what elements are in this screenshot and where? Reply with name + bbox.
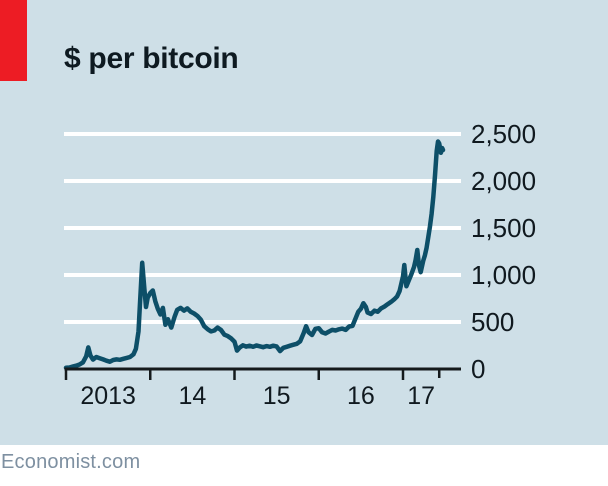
chart-panel: $ per bitcoin 0 500 1,000 1,500 2,000 2,500 20… (0, 0, 608, 445)
y-axis-label-0: 0 (471, 354, 485, 384)
y-axis-label-1500: 1,500 (471, 213, 536, 243)
bitcoin-price-line-chart: 0 500 1,000 1,500 2,000 2,500 2013 14 15 16 17 (63, 119, 536, 410)
y-axis-label-2500: 2,500 (471, 119, 536, 149)
chart-title: $ per bitcoin (64, 42, 239, 75)
source-attribution: Economist.com (1, 451, 141, 473)
x-axis-label-15: 15 (263, 382, 291, 410)
price-line (63, 139, 446, 370)
economist-red-tab (0, 0, 27, 81)
x-axis-label-17: 17 (407, 382, 435, 410)
y-axis-label-2000: 2,000 (471, 166, 536, 196)
x-axis-label-16: 16 (347, 382, 375, 410)
y-axis-label-1000: 1,000 (471, 260, 536, 290)
y-axis-label-500: 500 (471, 307, 514, 337)
x-axis-label-14: 14 (178, 382, 206, 410)
x-axis-label-2013: 2013 (80, 382, 136, 410)
